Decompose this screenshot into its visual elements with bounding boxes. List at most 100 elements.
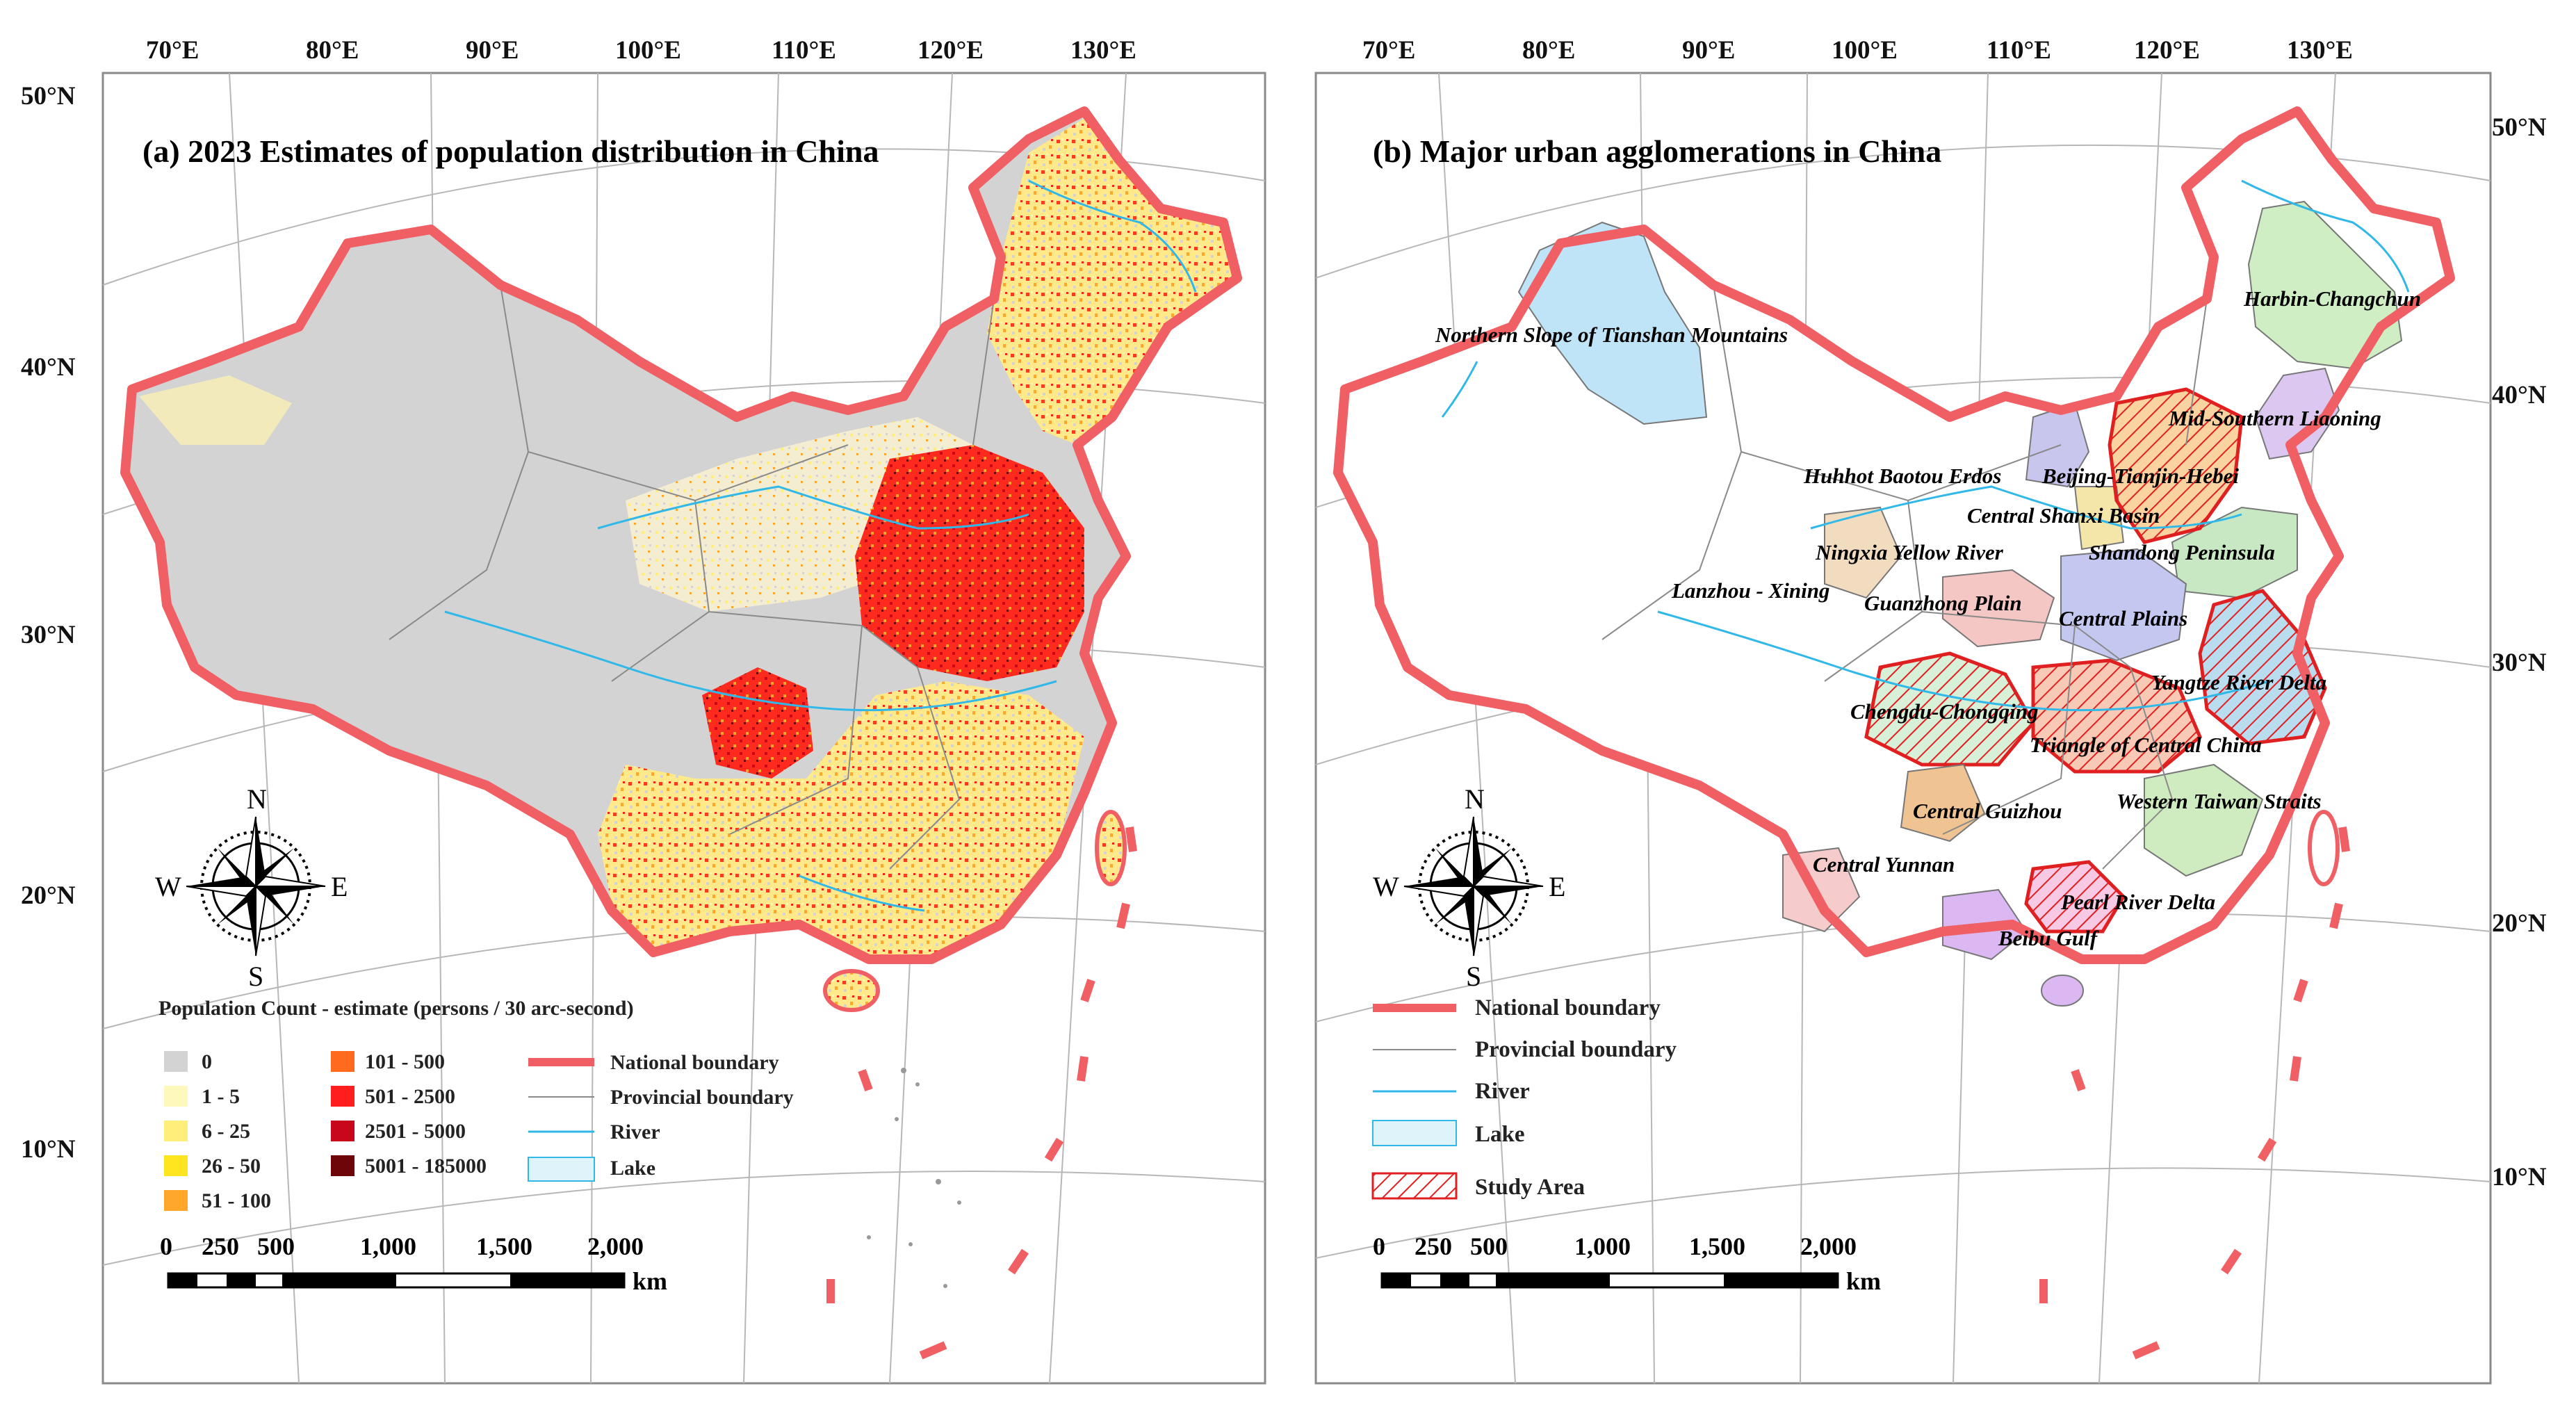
scale-bar-a: 0 250 500 1,000 1,500 2,000 km <box>160 1232 667 1295</box>
region-label: Central Guizhou <box>1913 799 2062 823</box>
scale-tick: 1,500 <box>1689 1232 1745 1260</box>
lon-label: 90°E <box>466 36 519 65</box>
region-harbin-changchun <box>2247 200 2403 370</box>
region-label: Pearl River Delta <box>2060 890 2215 914</box>
region-label: Beijing-Tianjin-Hebei <box>2041 464 2239 488</box>
scale-tick: 1,000 <box>360 1232 416 1260</box>
legend-class-label: 51 - 100 <box>202 1189 271 1212</box>
legend-class-label: 0 <box>202 1050 212 1073</box>
scale-tick: 500 <box>257 1232 295 1260</box>
scale-tick: 0 <box>1373 1232 1385 1260</box>
lat-label: 30°N <box>21 621 76 649</box>
region-label: Huhhot Baotou Erdos <box>1803 464 2001 488</box>
scale-tick: 0 <box>160 1232 172 1260</box>
compass-s: S <box>248 961 263 992</box>
lon-label: 70°E <box>146 36 199 65</box>
legend-item-label: River <box>1475 1079 1530 1104</box>
region-label: Ningxia Yellow River <box>1815 540 2004 564</box>
south-china-sea-dashes <box>2039 826 2350 1360</box>
taiwan-island <box>2308 810 2340 886</box>
china-agglomeration-map <box>1338 111 2450 1360</box>
legend-item-label: Lake <box>1475 1122 1525 1147</box>
scale-bar-b: 0 250 500 1,000 1,500 2,000 km <box>1373 1232 1881 1295</box>
lon-label: 120°E <box>2134 36 2200 65</box>
legend-symbol-label: River <box>610 1121 660 1143</box>
scale-tick: 250 <box>1415 1232 1452 1260</box>
legend-class-label: 501 - 2500 <box>365 1085 455 1108</box>
lon-label: 120°E <box>918 36 984 65</box>
lat-label: 30°N <box>2492 649 2547 677</box>
scale-tick: 2,000 <box>1800 1232 1857 1260</box>
lat-label: 10°N <box>2492 1163 2547 1191</box>
legend-class-label: 26 - 50 <box>202 1155 261 1178</box>
legend-symbol-label: Provincial boundary <box>610 1086 794 1109</box>
region-label: Harbin-Changchun <box>2243 286 2421 311</box>
lat-label: 20°N <box>21 881 76 910</box>
scale-unit: km <box>633 1267 667 1295</box>
compass-n: N <box>247 783 267 815</box>
south-china-sea-dashes <box>826 826 1137 1360</box>
compass-e: E <box>331 871 348 902</box>
panel-a-lat-labels: 50°N 40°N 30°N 20°N 10°N <box>21 82 76 1164</box>
south-china-sea-islands <box>867 1068 961 1288</box>
lat-label: 20°N <box>2492 909 2547 938</box>
region-label: Mid-Southern Liaoning <box>2168 406 2381 430</box>
legend-item-label: Study Area <box>1475 1175 1585 1200</box>
scale-tick: 500 <box>1470 1232 1508 1260</box>
legend-symbol-label: National boundary <box>610 1051 779 1074</box>
legend-class-label: 2501 - 5000 <box>365 1120 466 1143</box>
panel-b-lon-labels: 70°E 80°E 90°E 100°E 110°E 120°E 130°E <box>1362 36 2353 65</box>
panel-a-title: (a) 2023 Estimates of population distrib… <box>142 133 879 169</box>
region-label: Central Yunnan <box>1813 852 1955 877</box>
legend-item-label: Provincial boundary <box>1475 1037 1677 1062</box>
region-label: Yangtze River Delta <box>2151 670 2326 694</box>
scale-tick: 250 <box>202 1232 239 1260</box>
compass-n: N <box>1465 783 1485 815</box>
population-legend: Population Count - estimate (persons / 3… <box>158 997 794 1212</box>
legend-symbol-label: Lake <box>610 1157 655 1180</box>
lon-label: 70°E <box>1362 36 1415 65</box>
lon-label: 110°E <box>1987 36 2051 65</box>
lon-label: 100°E <box>1832 36 1898 65</box>
panel-a-lon-labels: 70°E 80°E 90°E 100°E 110°E 120°E 130°E <box>146 36 1136 65</box>
region-label: Northern Slope of Tianshan Mountains <box>1435 323 1788 347</box>
scale-tick: 2,000 <box>587 1232 644 1260</box>
legend-class-label: 1 - 5 <box>202 1085 240 1108</box>
lon-label: 90°E <box>1682 36 1735 65</box>
south-density <box>598 681 1084 959</box>
region-central-plains <box>2060 548 2187 662</box>
panel-agglomeration-map: 70°E 80°E 90°E 100°E 110°E 120°E 130°E 5… <box>1314 36 2547 1385</box>
lon-label: 80°E <box>306 36 359 65</box>
region-mid-southern-liaoning <box>2254 367 2340 460</box>
scale-unit: km <box>1846 1267 1881 1295</box>
compass-e: E <box>1549 871 1565 902</box>
legend-class: 0 1 - 5 6 - 25 26 - 50 51 - 100 101 - 50… <box>164 1050 487 1212</box>
region-label: Lanzhou - Xining <box>1671 578 1829 603</box>
panel-b-title: (b) Major urban agglomerations in China <box>1373 133 1941 169</box>
study-area-hatching <box>1866 387 2325 931</box>
lat-label: 40°N <box>2492 381 2547 409</box>
region-labels: Northern Slope of Tianshan Mountains Har… <box>1435 286 2421 950</box>
lat-label: 50°N <box>2492 113 2547 142</box>
china-population-map <box>125 111 1237 1360</box>
region-label: Chengdu-Chongqing <box>1850 699 2039 724</box>
lon-label: 130°E <box>1070 36 1136 65</box>
compass-w: W <box>155 871 181 902</box>
scale-tick: 1,500 <box>476 1232 532 1260</box>
lat-label: 40°N <box>21 353 76 382</box>
region-label: Central Shanxi Basin <box>1967 503 2160 528</box>
west-sparse-density <box>139 375 292 445</box>
legend-class-label: 5001 - 185000 <box>365 1155 487 1178</box>
legend-symbols: National boundary Provincial boundary Ri… <box>528 1051 794 1182</box>
region-label: Central Plains <box>2059 606 2187 630</box>
lon-label: 130°E <box>2287 36 2353 65</box>
region-beibu-gulf-hainan <box>2041 975 2084 1007</box>
lon-label: 80°E <box>1522 36 1575 65</box>
panel-population-map: 70°E 80°E 90°E 100°E 110°E 120°E 130°E 5… <box>21 36 1266 1385</box>
compass-s: S <box>1466 961 1481 992</box>
region-central-shanxi <box>2073 486 2125 551</box>
region-label: Triangle of Central China <box>2030 733 2262 757</box>
scale-tick: 1,000 <box>1574 1232 1631 1260</box>
legend-class-label: 6 - 25 <box>202 1120 250 1143</box>
